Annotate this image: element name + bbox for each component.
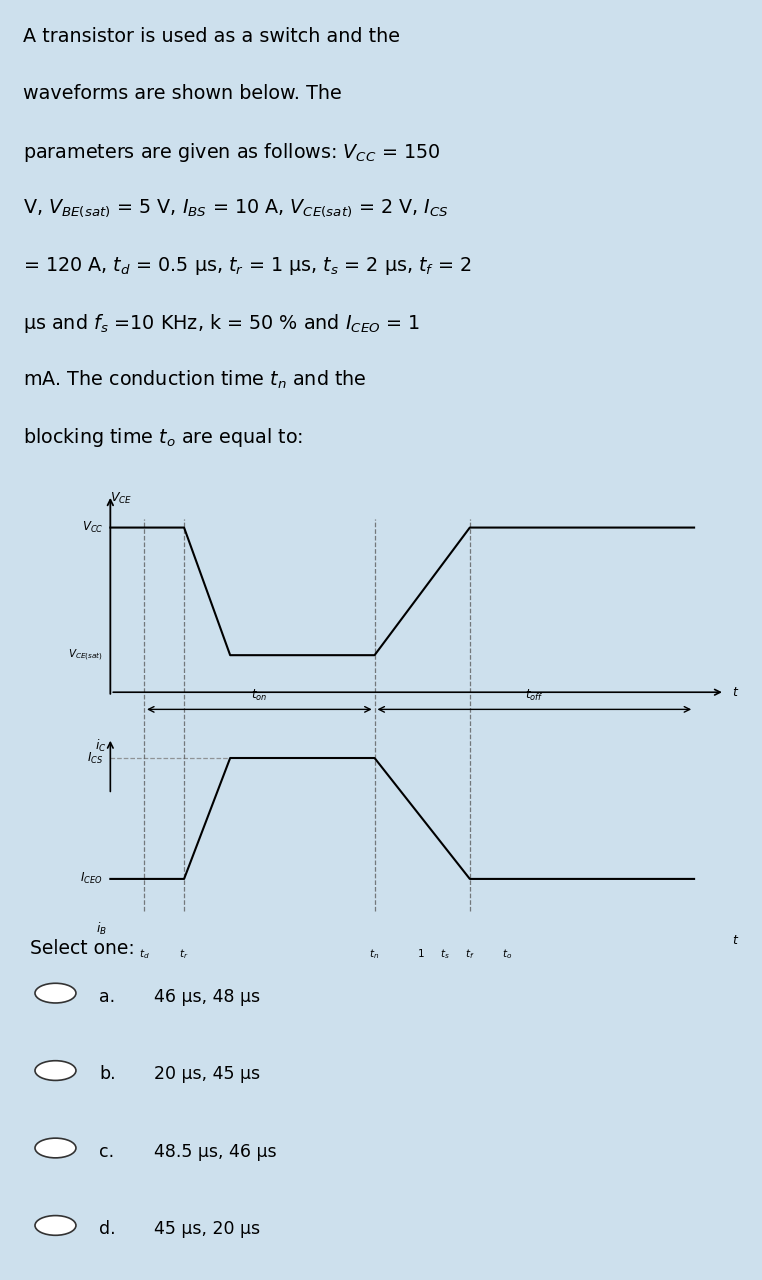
Text: $V_{CC}$: $V_{CC}$ xyxy=(82,520,103,535)
Text: $t_f$: $t_f$ xyxy=(465,947,475,961)
Text: = 120 A, $t_d$ = 0.5 μs, $t_r$ = 1 μs, $t_s$ = 2 μs, $t_f$ = 2: = 120 A, $t_d$ = 0.5 μs, $t_r$ = 1 μs, $… xyxy=(23,255,471,276)
Text: $t_o$: $t_o$ xyxy=(501,947,512,961)
Text: 20 μs, 45 μs: 20 μs, 45 μs xyxy=(154,1065,261,1083)
Text: $i_B$: $i_B$ xyxy=(96,920,107,937)
Text: blocking time $t_o$ are equal to:: blocking time $t_o$ are equal to: xyxy=(23,426,303,449)
Text: $t_r$: $t_r$ xyxy=(179,947,189,961)
Text: $I_{CS}$: $I_{CS}$ xyxy=(87,750,103,765)
Text: $I_{CEO}$: $I_{CEO}$ xyxy=(81,872,103,887)
Text: $t_n$: $t_n$ xyxy=(370,947,379,961)
Text: $t_d$: $t_d$ xyxy=(139,947,149,961)
Text: $V_{CE(sat)}$: $V_{CE(sat)}$ xyxy=(68,648,103,663)
Text: c.: c. xyxy=(99,1143,114,1161)
Text: $t_s$: $t_s$ xyxy=(440,947,450,961)
Text: V, $V_{BE(sat)}$ = 5 V, $I_{BS}$ = 10 A, $V_{CE(sat)}$ = 2 V, $I_{CS}$: V, $V_{BE(sat)}$ = 5 V, $I_{BS}$ = 10 A,… xyxy=(23,198,448,219)
Circle shape xyxy=(35,1138,76,1158)
Text: 48.5 μs, 46 μs: 48.5 μs, 46 μs xyxy=(154,1143,277,1161)
Text: $t$: $t$ xyxy=(732,686,739,699)
Text: $t_{on}$: $t_{on}$ xyxy=(251,687,267,703)
Text: $1$: $1$ xyxy=(417,947,424,960)
Text: b.: b. xyxy=(99,1065,116,1083)
Text: Select one:: Select one: xyxy=(30,938,135,957)
Text: $t$: $t$ xyxy=(732,934,739,947)
Text: $t_{off}$: $t_{off}$ xyxy=(525,687,543,703)
Text: 46 μs, 48 μs: 46 μs, 48 μs xyxy=(154,988,261,1006)
Text: $V_{CE}$: $V_{CE}$ xyxy=(110,490,133,506)
Text: d.: d. xyxy=(99,1220,116,1238)
Circle shape xyxy=(35,1061,76,1080)
Text: waveforms are shown below. The: waveforms are shown below. The xyxy=(23,83,341,102)
Circle shape xyxy=(35,1216,76,1235)
Text: $i_C$: $i_C$ xyxy=(95,737,107,754)
Text: parameters are given as follows: $V_{CC}$ = 150: parameters are given as follows: $V_{CC}… xyxy=(23,141,440,164)
Text: A transistor is used as a switch and the: A transistor is used as a switch and the xyxy=(23,27,399,46)
Text: μs and $f_s$ =10 KHz, k = 50 % and $I_{CEO}$ = 1: μs and $f_s$ =10 KHz, k = 50 % and $I_{C… xyxy=(23,312,420,335)
Text: a.: a. xyxy=(99,988,116,1006)
Text: 45 μs, 20 μs: 45 μs, 20 μs xyxy=(154,1220,261,1238)
Circle shape xyxy=(35,983,76,1004)
Text: mA. The conduction time $t_n$ and the: mA. The conduction time $t_n$ and the xyxy=(23,369,367,392)
